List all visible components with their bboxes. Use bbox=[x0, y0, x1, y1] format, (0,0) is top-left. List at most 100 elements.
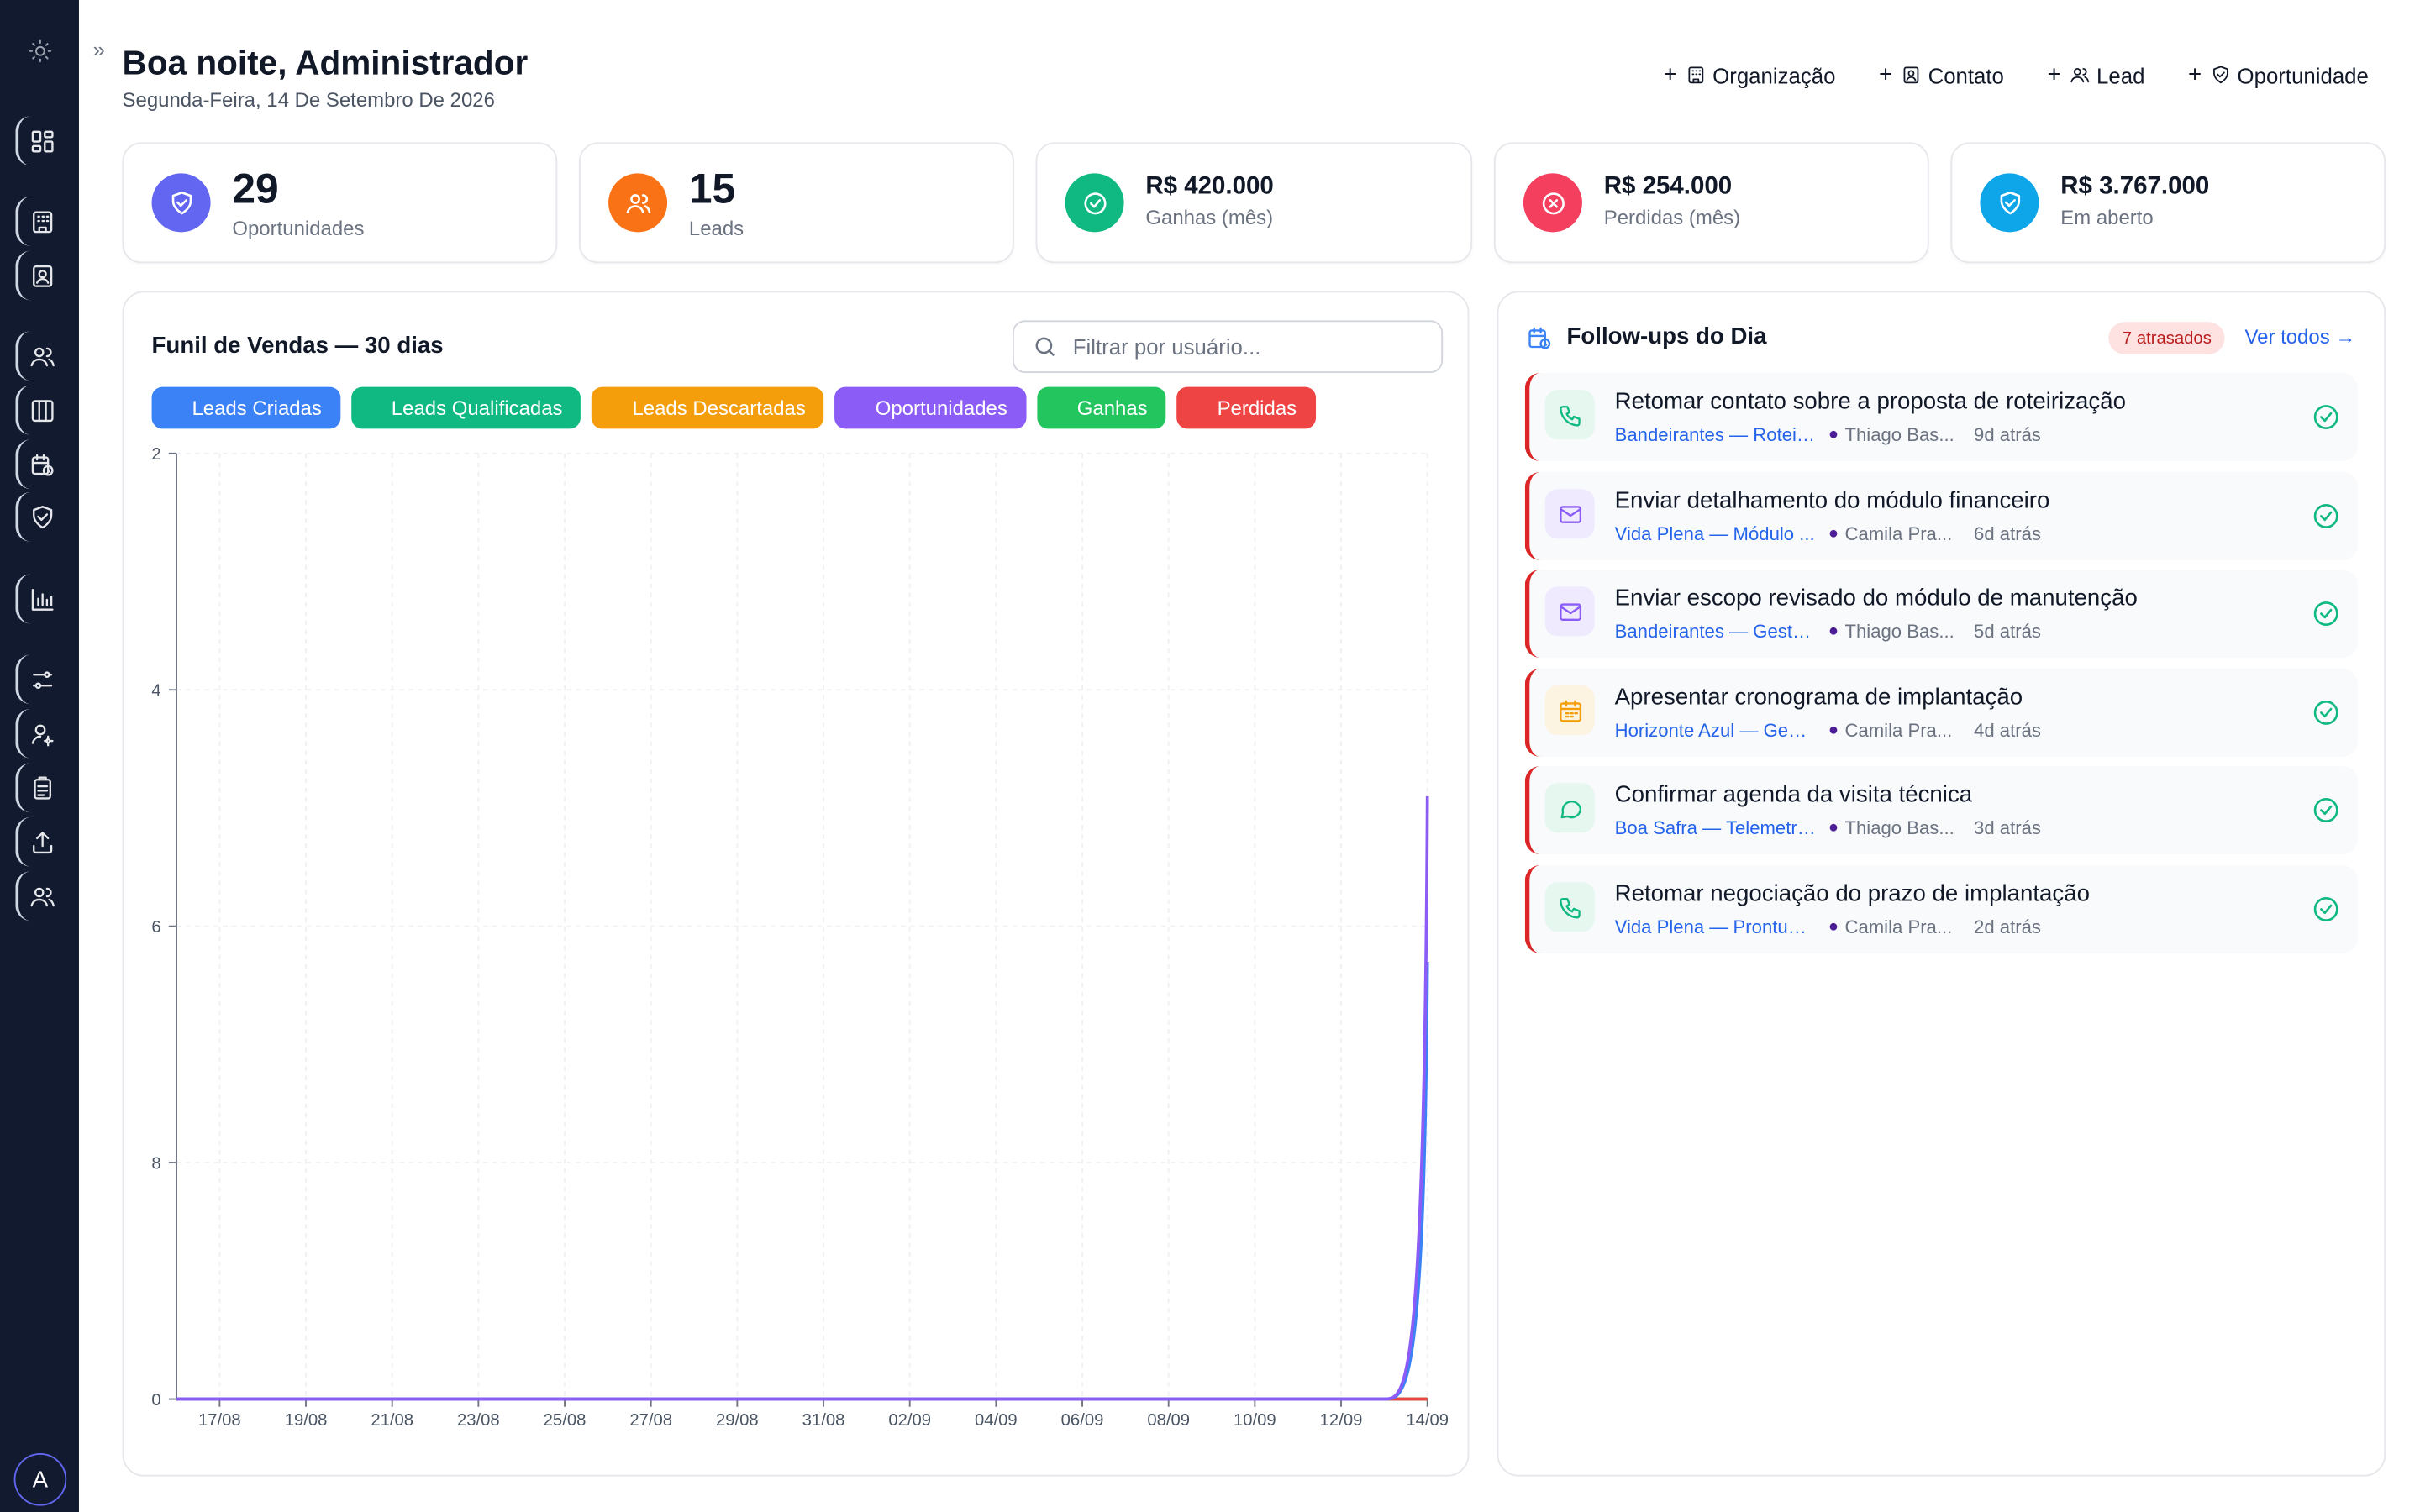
mark-done-check-icon[interactable] bbox=[2312, 895, 2341, 924]
y-tick-label: 6 bbox=[151, 918, 160, 937]
followup-item[interactable]: Retomar contato sobre a proposta de rote… bbox=[1524, 373, 2358, 462]
followup-organization-link[interactable]: Bandeirantes — Gestã... bbox=[1614, 620, 1817, 643]
stat-label: Ganhas (mês) bbox=[1145, 206, 1274, 229]
followup-item[interactable]: Apresentar cronograma de implantação Hori… bbox=[1524, 668, 2358, 757]
handshake-icon[interactable] bbox=[15, 491, 65, 542]
stat-card-open[interactable]: R$ 3.767.000 Em aberto bbox=[1950, 142, 2386, 264]
followup-title: Confirmar agenda da visita técnica bbox=[1614, 781, 1973, 808]
user-icon: ● bbox=[1828, 721, 1839, 740]
calendar-clock-icon bbox=[1527, 325, 1553, 351]
followup-title: Enviar detalhamento do módulo financeiro bbox=[1614, 487, 2050, 514]
settings-sliders-icon[interactable] bbox=[15, 654, 65, 705]
handshake-icon bbox=[2213, 66, 2229, 84]
handshake-icon bbox=[151, 173, 211, 233]
dashboard-icon[interactable] bbox=[15, 116, 65, 166]
user-icon: ● bbox=[1828, 524, 1839, 543]
avatar[interactable]: A bbox=[13, 1453, 67, 1506]
user-settings-icon[interactable] bbox=[15, 708, 65, 759]
followup-organization-link[interactable]: Boa Safra — Telemetri... bbox=[1614, 816, 1817, 839]
overdue-badge: 7 atrasados bbox=[2108, 322, 2226, 354]
calendar-clock-icon[interactable] bbox=[15, 439, 65, 490]
mark-done-check-icon[interactable] bbox=[2312, 599, 2341, 628]
plus-icon: + bbox=[1663, 61, 1677, 89]
followup-owner-name: Thiago Bas... bbox=[1844, 816, 1954, 839]
legend-oportunidades[interactable]: Oportunidades bbox=[834, 386, 1026, 429]
followup-organization-link[interactable]: Vida Plena — Prontuár... bbox=[1614, 916, 1817, 938]
followup-title: Apresentar cronograma de implantação bbox=[1614, 684, 2023, 711]
followup-item[interactable]: Enviar detalhamento do módulo financeiro… bbox=[1524, 471, 2358, 560]
new-opportunity-button[interactable]: + Oportunidade bbox=[2188, 62, 2369, 88]
x-tick-label: 19/08 bbox=[285, 1411, 328, 1430]
new-lead-button[interactable]: + Lead bbox=[2048, 62, 2145, 88]
followup-item[interactable]: Enviar escopo revisado do módulo de manu… bbox=[1524, 570, 2358, 659]
followup-owner: ● Camila Pra... bbox=[1828, 916, 1961, 938]
followup-organization-link[interactable]: Vida Plena — Módulo ... bbox=[1614, 522, 1815, 545]
followup-meta: Bandeirantes — Roteir... ● Thiago Bas... 9d… bbox=[1615, 424, 2041, 446]
team-icon[interactable] bbox=[15, 871, 65, 921]
followup-age: 6d atrás bbox=[1974, 522, 2041, 545]
followup-owner: ● Thiago Bas... bbox=[1828, 424, 1961, 446]
stat-value: 15 bbox=[688, 165, 736, 213]
stat-card-opportunities[interactable]: 29 Oportunidades bbox=[122, 142, 558, 264]
followup-age: 4d atrás bbox=[1974, 719, 2041, 742]
legend-leads-qualificadas[interactable]: Leads Qualificadas bbox=[350, 386, 581, 429]
new-contact-button[interactable]: + Contato bbox=[1879, 62, 2004, 88]
legend-leads-descartadas[interactable]: Leads Descartadas bbox=[592, 386, 824, 429]
stat-value: 29 bbox=[232, 165, 279, 213]
legend-leads-criadas[interactable]: Leads Criadas bbox=[151, 386, 341, 429]
stat-card-lost[interactable]: R$ 254.000 Perdidas (mês) bbox=[1493, 142, 1929, 264]
funnel-title: Funil de Vendas — 30 dias bbox=[151, 333, 444, 360]
x-circle-icon bbox=[1523, 173, 1582, 233]
followup-meta: Boa Safra — Telemetri... ● Thiago Bas... 3d… bbox=[1615, 817, 2041, 839]
mark-done-check-icon[interactable] bbox=[2312, 795, 2341, 825]
check-circle-icon bbox=[1065, 173, 1124, 233]
users-icon[interactable] bbox=[15, 331, 65, 381]
funnel-legend: Leads Criadas Leads Qualificadas Leads D… bbox=[151, 386, 1316, 429]
legend-perdidas[interactable]: Perdidas bbox=[1176, 386, 1316, 429]
x-tick-label: 02/09 bbox=[888, 1411, 931, 1430]
x-tick-label: 27/08 bbox=[629, 1411, 672, 1430]
mark-done-check-icon[interactable] bbox=[2312, 698, 2341, 727]
followup-organization-link[interactable]: Horizonte Azul — Gest... bbox=[1614, 719, 1817, 742]
followup-meta: Bandeirantes — Gestã... ● Thiago Bas... 5d … bbox=[1615, 621, 2041, 643]
mark-done-check-icon[interactable] bbox=[2312, 402, 2341, 432]
user-filter-input[interactable]: Filtrar por usuário... bbox=[1012, 320, 1444, 374]
new-organization-label: Organização bbox=[1712, 62, 1836, 88]
x-tick-label: 12/09 bbox=[1320, 1411, 1363, 1430]
see-all-link[interactable]: Ver todos → bbox=[2244, 324, 2356, 349]
stat-card-won[interactable]: R$ 420.000 Ganhas (mês) bbox=[1035, 142, 1473, 264]
sales-funnel-panel: Funil de Vendas — 30 dias Filtrar por us… bbox=[122, 291, 1470, 1477]
mark-done-check-icon[interactable] bbox=[2312, 501, 2341, 531]
y-tick-label: 0 bbox=[151, 1391, 160, 1410]
x-tick-label: 31/08 bbox=[802, 1411, 845, 1430]
legend-label: Leads Criadas bbox=[192, 396, 322, 420]
followup-age: 2d atrás bbox=[1974, 916, 2041, 938]
building-icon[interactable] bbox=[15, 196, 65, 246]
followup-owner-name: Thiago Bas... bbox=[1844, 423, 1954, 446]
stat-card-leads[interactable]: 15 Leads bbox=[579, 142, 1014, 264]
x-tick-label: 29/08 bbox=[716, 1411, 759, 1430]
followup-item[interactable]: Confirmar agenda da visita técnica Boa Sa… bbox=[1524, 765, 2358, 855]
phone-icon bbox=[1544, 390, 1595, 440]
quick-actions: + Organização + Contato + Lead + Oportun… bbox=[1664, 62, 2369, 88]
followup-organization-link[interactable]: Bandeirantes — Roteir... bbox=[1614, 423, 1817, 446]
followup-meta: Horizonte Azul — Gest... ● Camila Pra... 4d… bbox=[1615, 720, 2041, 742]
followup-owner: ● Thiago Bas... bbox=[1828, 621, 1961, 643]
search-placeholder: Filtrar por usuário... bbox=[1072, 333, 1261, 360]
mail-icon bbox=[1544, 489, 1595, 539]
theme-toggle-icon[interactable] bbox=[24, 35, 55, 66]
upload-icon[interactable] bbox=[15, 816, 65, 867]
kanban-icon[interactable] bbox=[15, 385, 65, 435]
stat-value: R$ 254.000 bbox=[1603, 173, 1733, 200]
expand-sidebar-icon[interactable]: » bbox=[92, 37, 105, 62]
new-organization-button[interactable]: + Organização bbox=[1664, 62, 1836, 88]
contact-card-icon[interactable] bbox=[15, 250, 65, 301]
sidebar: A bbox=[0, 0, 79, 1512]
clipboard-icon[interactable] bbox=[15, 763, 65, 813]
series-line bbox=[176, 961, 1429, 1401]
legend-ganhas[interactable]: Ganhas bbox=[1036, 386, 1166, 429]
followup-item[interactable]: Retomar negociação do prazo de implantaç… bbox=[1524, 864, 2358, 953]
stat-label: Leads bbox=[688, 216, 744, 240]
chart-bar-icon[interactable] bbox=[15, 574, 65, 624]
